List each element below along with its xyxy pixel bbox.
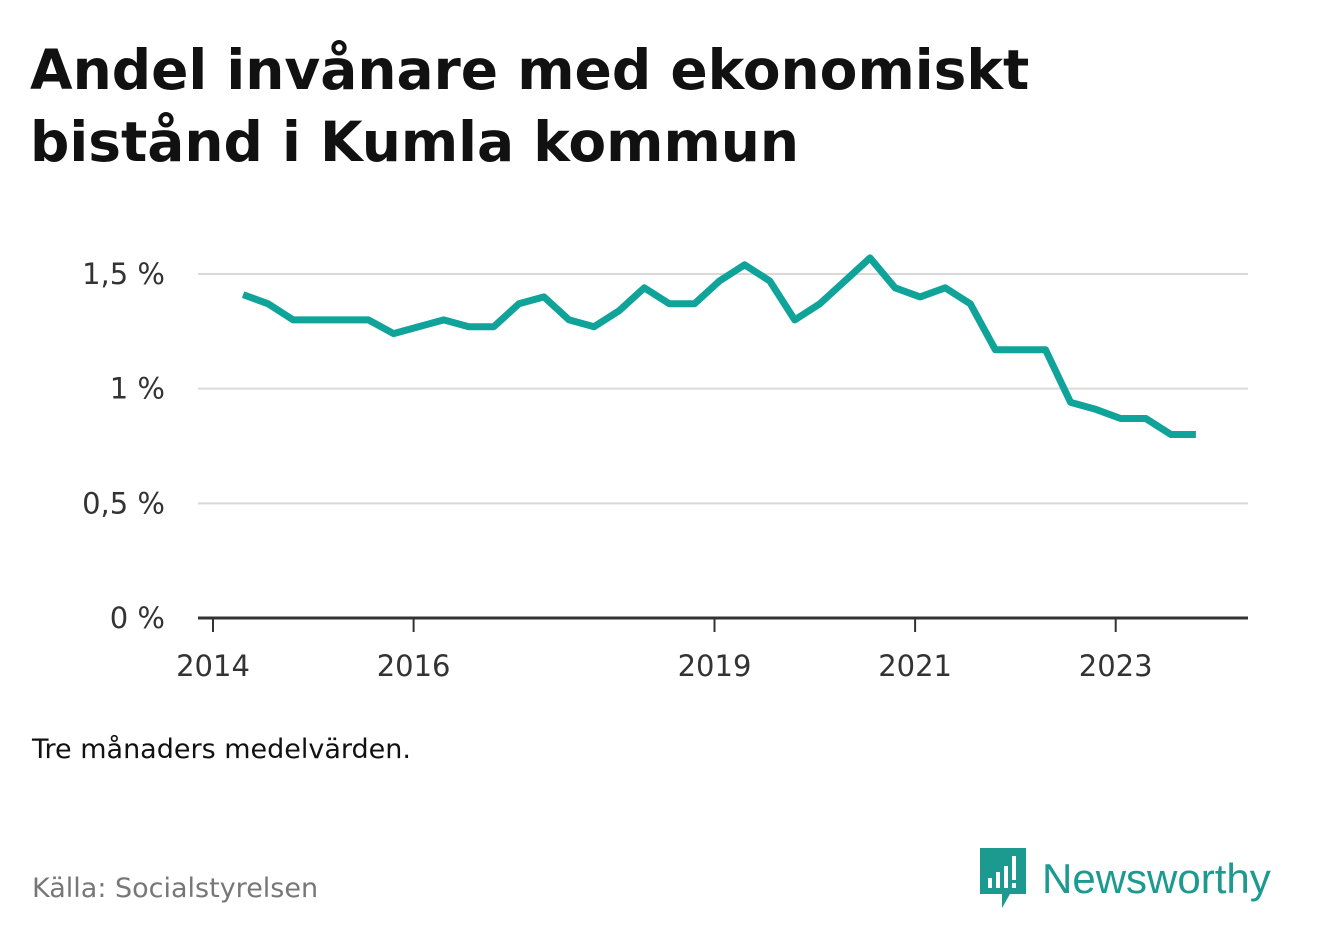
newsworthy-logo: Newsworthy bbox=[980, 848, 1271, 910]
source-credit: Källa: Socialstyrelsen bbox=[32, 873, 319, 904]
x-tick-label: 2019 bbox=[678, 649, 752, 683]
x-tick-label: 2016 bbox=[377, 649, 451, 683]
x-tick-label: 2014 bbox=[176, 649, 250, 683]
y-tick-label: 0 % bbox=[110, 601, 165, 635]
chart-title: Andel invånare med ekonomiskt bistånd i … bbox=[30, 38, 1030, 174]
brand-name: Newsworthy bbox=[1042, 855, 1271, 902]
chart-note: Tre månaders medelvärden. bbox=[32, 734, 411, 765]
y-tick-label: 1,5 % bbox=[82, 257, 165, 291]
newsworthy-bar-chart-icon bbox=[980, 848, 1026, 908]
x-tick-label: 2023 bbox=[1079, 649, 1153, 683]
series-line bbox=[241, 254, 1196, 438]
y-tick-label: 1 % bbox=[110, 372, 165, 406]
x-tick-label: 2021 bbox=[878, 649, 952, 683]
y-tick-label: 0,5 % bbox=[82, 486, 165, 520]
